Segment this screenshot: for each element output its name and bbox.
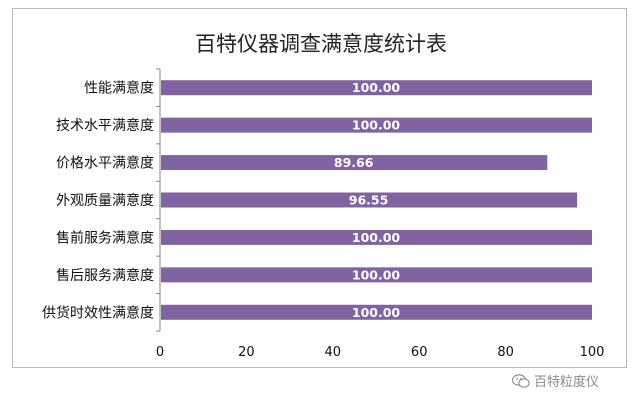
bar-7: [161, 304, 592, 320]
bar-6: [161, 267, 592, 283]
bar-chart: 百特仪器调查满意度统计表 性能满意度 100.00 技术水平满意度 100.00 价格水…: [42, 32, 605, 360]
wechat-icon: [512, 373, 530, 388]
x-tick-label-60: 60: [411, 345, 428, 360]
category-label-7: 供货时效性满意度: [42, 304, 154, 321]
chart-title: 百特仪器调查满意度统计表: [195, 32, 447, 56]
category-label-4: 外观质量满意度: [56, 192, 154, 209]
bar-5: [161, 229, 592, 245]
data-label-1: 100.00: [352, 80, 401, 95]
watermark: 百特粒度仪: [512, 371, 599, 390]
chart-frame: 百特仪器调查满意度统计表 性能满意度 100.00 技术水平满意度 100.00 价格水…: [12, 8, 627, 368]
x-tick-label-0: 0: [156, 345, 164, 360]
data-label-7: 100.00: [352, 305, 401, 320]
plot-area: 性能满意度 100.00 技术水平满意度 100.00 价格水平满意度 89.66 外观质量…: [42, 68, 605, 360]
bar-4: [161, 192, 578, 208]
data-label-3: 89.66: [334, 155, 374, 170]
x-tick-label-80: 80: [497, 345, 514, 360]
bar-3: [161, 155, 548, 171]
x-tick-label-100: 100: [580, 345, 605, 360]
category-label-3: 价格水平满意度: [56, 155, 154, 172]
x-tick-label-20: 20: [238, 345, 255, 360]
data-label-2: 100.00: [352, 118, 401, 133]
category-label-2: 技术水平满意度: [56, 117, 154, 134]
data-label-6: 100.00: [352, 267, 401, 282]
data-label-4: 96.55: [349, 193, 389, 208]
category-label-6: 售后服务满意度: [56, 267, 154, 284]
bar-1: [161, 80, 592, 96]
watermark-text: 百特粒度仪: [534, 375, 600, 390]
category-label-5: 售前服务满意度: [56, 229, 154, 246]
x-tick-label-40: 40: [325, 345, 342, 360]
data-label-5: 100.00: [352, 230, 401, 245]
category-label-1: 性能满意度: [84, 80, 154, 97]
bar-2: [161, 117, 592, 133]
